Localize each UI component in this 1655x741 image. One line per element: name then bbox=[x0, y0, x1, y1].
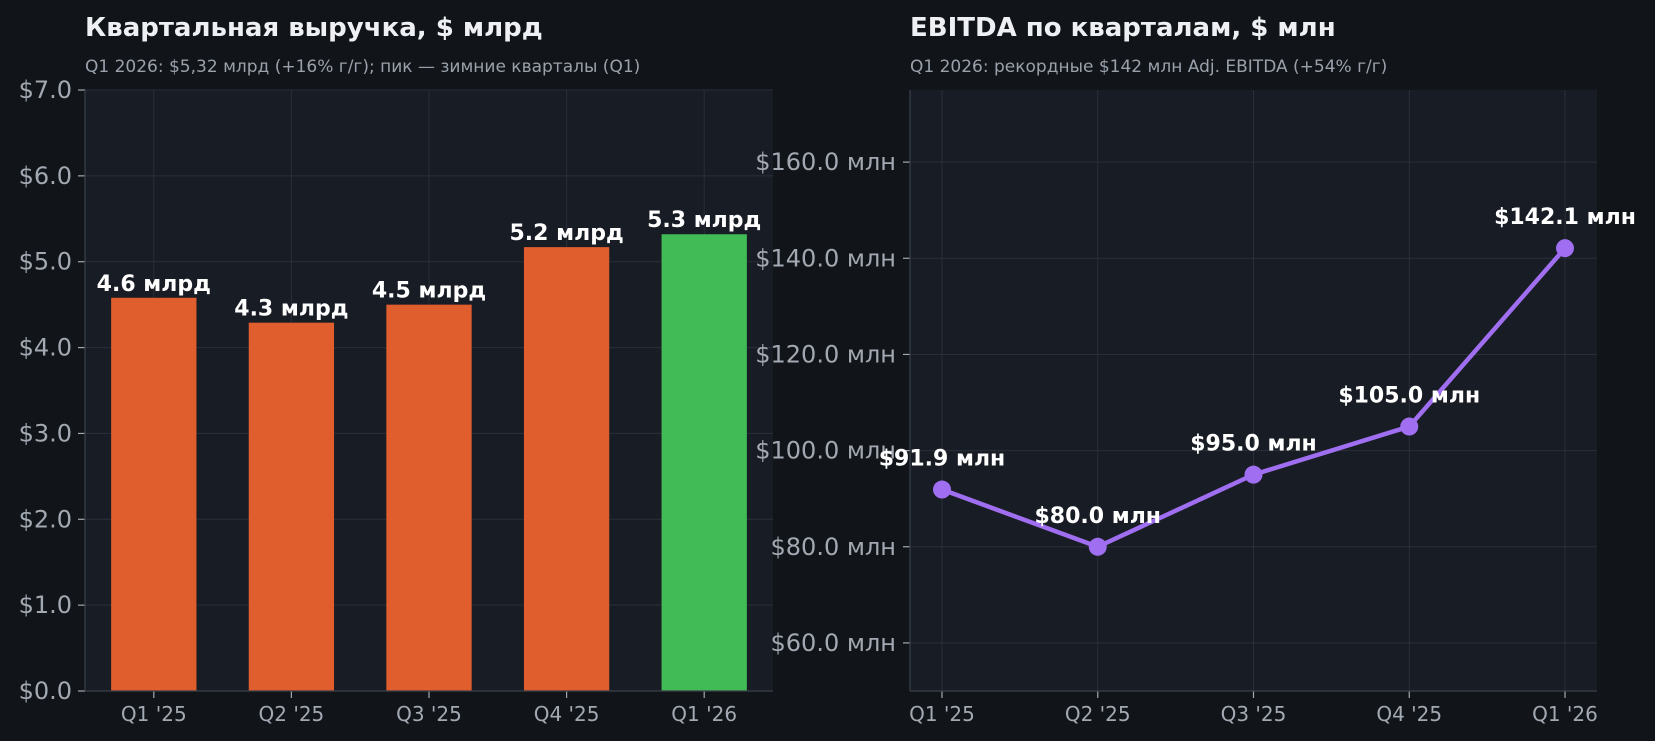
ebitda-y-tick-label: $60.0 млн bbox=[771, 629, 896, 657]
revenue-y-tick-label: $0.0 bbox=[19, 677, 72, 705]
revenue-y-tick-label: $7.0 bbox=[19, 76, 72, 104]
revenue-y-tick-label: $2.0 bbox=[19, 505, 72, 533]
revenue-bar-value-label: 4.5 млрд bbox=[372, 279, 486, 304]
ebitda-point bbox=[1244, 465, 1263, 484]
ebitda-chart: EBITDA по кварталам, $ млн Q1 2026: реко… bbox=[755, 13, 1636, 726]
revenue-y-tick-label: $5.0 bbox=[19, 248, 72, 276]
ebitda-point-value-label: $95.0 млн bbox=[1190, 432, 1317, 457]
revenue-chart-title: Квартальная выручка, $ млрд bbox=[85, 13, 543, 43]
ebitda-x-tick-label: Q4 '25 bbox=[1376, 702, 1442, 726]
revenue-bar-value-label: 5.3 млрд bbox=[647, 208, 761, 233]
ebitda-y-tick-label: $80.0 млн bbox=[771, 533, 896, 561]
revenue-axes: $0.0 $1.0 $2.0 $3.0 $4.0 $5.0 $6.0 $7.0 Q1 '25 Q2… bbox=[19, 76, 773, 726]
ebitda-data-labels: $91.9 млн $80.0 млн $95.0 млн $105.0 млн $14… bbox=[879, 205, 1636, 529]
revenue-bar-value-label: 5.2 млрд bbox=[509, 221, 623, 246]
revenue-bar bbox=[523, 247, 610, 691]
ebitda-line-series bbox=[933, 239, 1574, 556]
ebitda-point bbox=[933, 480, 951, 499]
revenue-bar bbox=[386, 304, 472, 691]
revenue-x-tick-label: Q3 '25 bbox=[396, 702, 462, 726]
ebitda-y-tick-label: $100.0 млн bbox=[755, 437, 896, 465]
ebitda-point-value-label: $91.9 млн bbox=[879, 447, 1006, 472]
revenue-bars bbox=[111, 234, 747, 692]
ebitda-x-tick-label: Q1 '26 bbox=[1532, 702, 1598, 726]
revenue-x-tick-label: Q1 '25 bbox=[121, 702, 187, 726]
ebitda-y-tick-label: $120.0 млн bbox=[755, 340, 896, 368]
revenue-x-tick-label: Q4 '25 bbox=[534, 702, 600, 726]
revenue-y-tick-label: $4.0 bbox=[19, 334, 72, 362]
ebitda-x-tick-label: Q3 '25 bbox=[1221, 702, 1287, 726]
ebitda-point bbox=[1400, 417, 1419, 436]
revenue-y-tick-label: $1.0 bbox=[19, 591, 72, 619]
revenue-x-tick-label: Q1 '26 bbox=[671, 702, 737, 726]
ebitda-point bbox=[1088, 537, 1107, 556]
ebitda-x-tick-label: Q1 '25 bbox=[909, 702, 975, 726]
revenue-chart-subtitle: Q1 2026: $5,32 млрд (+16% г/г); пик — зи… bbox=[85, 57, 640, 77]
ebitda-chart-title: EBITDA по кварталам, $ млн bbox=[910, 13, 1336, 43]
ebitda-point-value-label: $80.0 млн bbox=[1034, 504, 1161, 529]
revenue-y-tick-label: $3.0 bbox=[19, 419, 72, 447]
revenue-bar-value-label: 4.3 млрд bbox=[234, 297, 348, 322]
revenue-bar bbox=[111, 297, 197, 691]
ebitda-chart-subtitle: Q1 2026: рекордные $142 млн Adj. EBITDA … bbox=[910, 57, 1387, 77]
ebitda-point-value-label: $142.1 млн bbox=[1494, 205, 1636, 230]
revenue-data-labels: 4.6 млрд 4.3 млрд 4.5 млрд 5.2 млрд 5.3 млрд bbox=[97, 208, 762, 321]
ebitda-x-tick-label: Q2 '25 bbox=[1065, 702, 1131, 726]
revenue-chart: Квартальная выручка, $ млрд Q1 2026: $5,… bbox=[19, 13, 773, 726]
ebitda-y-tick-label: $140.0 млн bbox=[755, 244, 896, 272]
ebitda-grid bbox=[910, 90, 1597, 691]
revenue-x-tick-label: Q2 '25 bbox=[259, 702, 325, 726]
ebitda-point-value-label: $105.0 млн bbox=[1338, 384, 1480, 409]
revenue-bar-value-label: 4.6 млрд bbox=[97, 272, 211, 297]
ebitda-axes: $60.0 млн $80.0 млн $100.0 млн $120.0 млн $1… bbox=[755, 90, 1598, 726]
ebitda-y-tick-label: $160.0 млн bbox=[755, 148, 896, 176]
ebitda-point bbox=[1556, 239, 1574, 258]
revenue-bar bbox=[661, 234, 747, 692]
revenue-y-tick-label: $6.0 bbox=[19, 162, 72, 190]
revenue-bar bbox=[248, 322, 335, 691]
